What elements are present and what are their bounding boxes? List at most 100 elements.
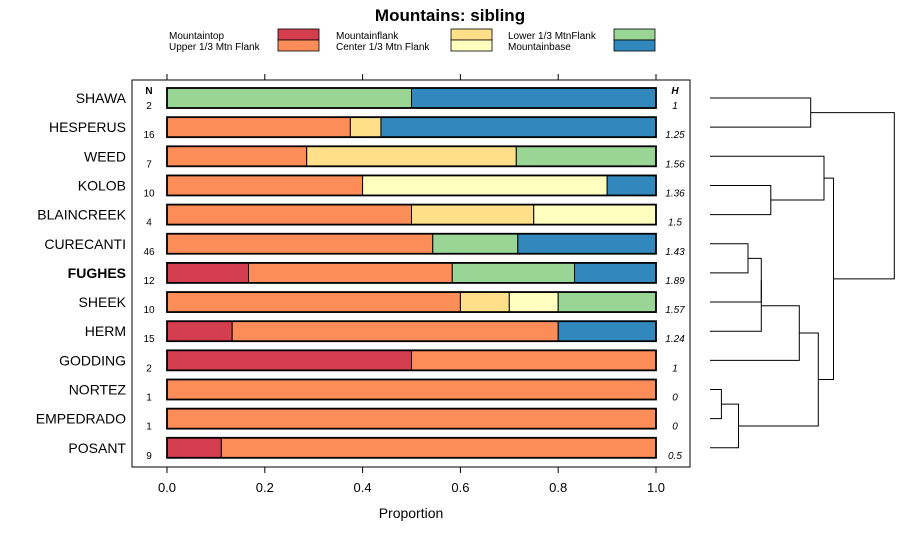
h-value: 1.24: [665, 334, 685, 345]
x-tick-label: 1.0: [647, 480, 665, 495]
legend-label-mountaintop: Mountaintop: [169, 31, 224, 42]
dendrogram-branch: [710, 389, 722, 420]
bar-row-godding: GODDING 2 1: [59, 349, 678, 374]
bar-segment-lower-1-3-mtnflank: [432, 233, 519, 255]
bar-outline: [166, 349, 657, 372]
bar-segment-mountainflank: [306, 145, 517, 167]
bar-row-fughes: FUGHES 12 1.89: [68, 261, 685, 287]
bar-outline: [166, 116, 657, 139]
bar-outline: [166, 378, 657, 401]
bar-segment-upper-1-3-mtn-flank: [166, 204, 412, 226]
bar-segment-mountainflank: [349, 116, 382, 138]
n-value: 46: [143, 247, 155, 258]
row-label: HERM: [85, 323, 126, 339]
dendrogram-branch: [738, 332, 819, 427]
n-value: 10: [143, 305, 155, 316]
bar-segment-mountainbase: [606, 174, 657, 196]
bar-outline: [166, 145, 657, 168]
legend-swatch-mountaintop: [277, 28, 320, 41]
row-label: GODDING: [59, 352, 126, 368]
bar-segment-upper-1-3-mtn-flank: [166, 145, 308, 167]
h-header: H: [671, 86, 679, 97]
bar-segment-mountainflank: [459, 291, 510, 313]
bar-row-blaincreek: BLAINCREEK 4 1.5: [37, 203, 682, 229]
row-label: NORTEZ: [69, 382, 127, 398]
legend-swatch-mountainbase: [613, 39, 656, 52]
row-label: EMPEDRADO: [36, 411, 126, 427]
legend-label-mountainbase: Mountainbase: [508, 42, 571, 53]
dendrogram-branch: [710, 155, 825, 201]
row-label: FUGHES: [68, 265, 126, 281]
n-value: 4: [146, 218, 152, 229]
bar-segment-center-1-3-mtn-flank: [362, 174, 608, 196]
plot-frame: [131, 79, 691, 468]
bar-segment-mountainbase: [574, 262, 657, 284]
row-label: POSANT: [68, 440, 126, 456]
bar-segment-upper-1-3-mtn-flank: [411, 349, 657, 371]
n-value: 16: [143, 130, 155, 141]
dendrogram: [710, 97, 895, 449]
n-value: 2: [146, 101, 152, 112]
row-label: SHEEK: [79, 294, 127, 310]
row-label: KOLOB: [78, 177, 126, 193]
x-tick-label: 0.8: [549, 480, 567, 495]
bar-row-weed: WEED 7 1.56: [84, 145, 685, 170]
row-label: WEED: [84, 148, 126, 164]
n-value: 9: [146, 451, 152, 462]
n-value: 1: [146, 422, 152, 433]
n-value: 1: [146, 393, 152, 404]
bar-segment-mountainflank: [411, 204, 535, 226]
bar-outline: [166, 203, 657, 226]
legend-label-center-1-3-mtn-flank: Center 1/3 Mtn Flank: [336, 42, 430, 53]
h-value: 1: [672, 101, 678, 112]
h-value: 1.36: [665, 188, 685, 199]
legend-swatch-center-1-3-mtn-flank: [450, 39, 493, 52]
bar-segment-lower-1-3-mtnflank: [515, 145, 657, 167]
x-tick-label: 0.6: [451, 480, 469, 495]
bar-outline: [166, 261, 657, 284]
legend-label-upper-1-3-mtn-flank: Upper 1/3 Mtn Flank: [169, 42, 261, 53]
bar-outline: [166, 87, 657, 109]
bar-row-curecanti: CURECANTI 46 1.43: [44, 232, 685, 258]
bar-segment-upper-1-3-mtn-flank: [166, 233, 434, 255]
legend-swatch-mountainflank: [450, 28, 493, 41]
n-value: 15: [143, 334, 155, 345]
h-value: 1.5: [668, 218, 682, 229]
bar-segment-upper-1-3-mtn-flank: [220, 437, 657, 459]
h-value: 0: [672, 422, 678, 433]
x-axis: 0.0 0.2 0.4 0.6 0.8 1.0: [158, 74, 665, 495]
bar-row-empedrado: EMPEDRADO 1 0: [36, 407, 678, 433]
row-label: SHAWA: [76, 90, 127, 106]
n-value: 7: [146, 159, 152, 170]
x-tick-label: 0.4: [354, 480, 372, 495]
dendrogram-branch: [710, 403, 739, 449]
x-tick-label: 0.2: [256, 480, 274, 495]
bar-segment-upper-1-3-mtn-flank: [231, 320, 559, 342]
h-value: 1.57: [665, 305, 685, 316]
legend-swatch-lower-1-3-mtnflank: [613, 28, 656, 41]
x-tick-label: 0.0: [158, 480, 176, 495]
legend-label-lower-1-3-mtnflank: Lower 1/3 MtnFlank: [508, 31, 597, 42]
x-axis-label: Proportion: [379, 505, 444, 521]
bar-segment-upper-1-3-mtn-flank: [248, 262, 453, 284]
row-label: CURECANTI: [44, 236, 126, 252]
bar-outline: [166, 407, 657, 430]
bar-segment-mountainbase: [517, 233, 657, 255]
bar-row-hesperus: HESPERUS 16 1.25: [49, 116, 685, 141]
bar-row-herm: HERM 15 1.24: [85, 320, 685, 345]
h-value: 1.56: [665, 159, 685, 170]
bar-segment-mountaintop: [166, 437, 222, 459]
bar-row-shawa: SHAWA 2 1: [76, 87, 678, 112]
legend-label-mountainflank: Mountainflank: [336, 31, 399, 42]
bar-segment-lower-1-3-mtnflank: [451, 262, 576, 284]
legend-swatch-upper-1-3-mtn-flank: [277, 39, 320, 52]
bar-outline: [166, 320, 657, 343]
chart-title: Mountains: sibling: [375, 6, 525, 25]
bar-segment-upper-1-3-mtn-flank: [166, 174, 364, 196]
n-header: N: [145, 86, 152, 97]
bar-segment-mountainbase: [557, 320, 657, 342]
bar-segment-center-1-3-mtn-flank: [533, 204, 657, 226]
